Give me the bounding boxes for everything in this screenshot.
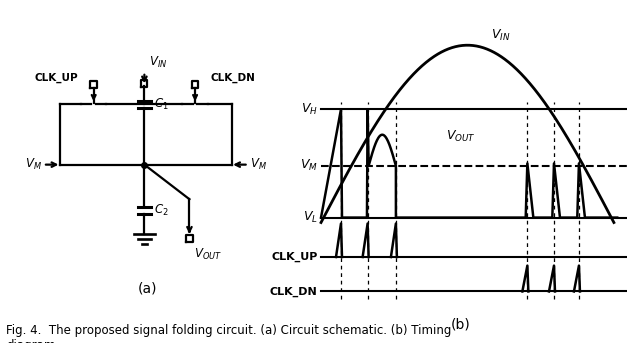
Text: (a): (a) xyxy=(138,282,157,296)
Text: $V_L$: $V_L$ xyxy=(303,210,317,225)
Text: Fig. 4.  The proposed signal folding circuit. (a) Circuit schematic. (b) Timing
: Fig. 4. The proposed signal folding circ… xyxy=(6,324,452,343)
Text: $V_M$: $V_M$ xyxy=(300,158,317,174)
Text: $V_H$: $V_H$ xyxy=(301,102,317,117)
Text: $V_{IN}$: $V_{IN}$ xyxy=(491,28,511,43)
Text: $V_M$: $V_M$ xyxy=(250,157,267,172)
Text: $V_{OUT}$: $V_{OUT}$ xyxy=(194,247,222,262)
Text: $C_1$: $C_1$ xyxy=(154,97,169,112)
Text: CLK_DN: CLK_DN xyxy=(211,73,255,83)
Text: $V_{IN}$: $V_{IN}$ xyxy=(148,55,167,70)
Text: $C_2$: $C_2$ xyxy=(154,203,169,218)
Text: $V_M$: $V_M$ xyxy=(25,157,42,172)
Text: CLK_DN: CLK_DN xyxy=(270,286,317,297)
Text: $V_{OUT}$: $V_{OUT}$ xyxy=(446,129,476,144)
Text: (b): (b) xyxy=(451,318,470,332)
Text: CLK_UP: CLK_UP xyxy=(271,252,317,262)
Text: CLK_UP: CLK_UP xyxy=(35,73,78,83)
